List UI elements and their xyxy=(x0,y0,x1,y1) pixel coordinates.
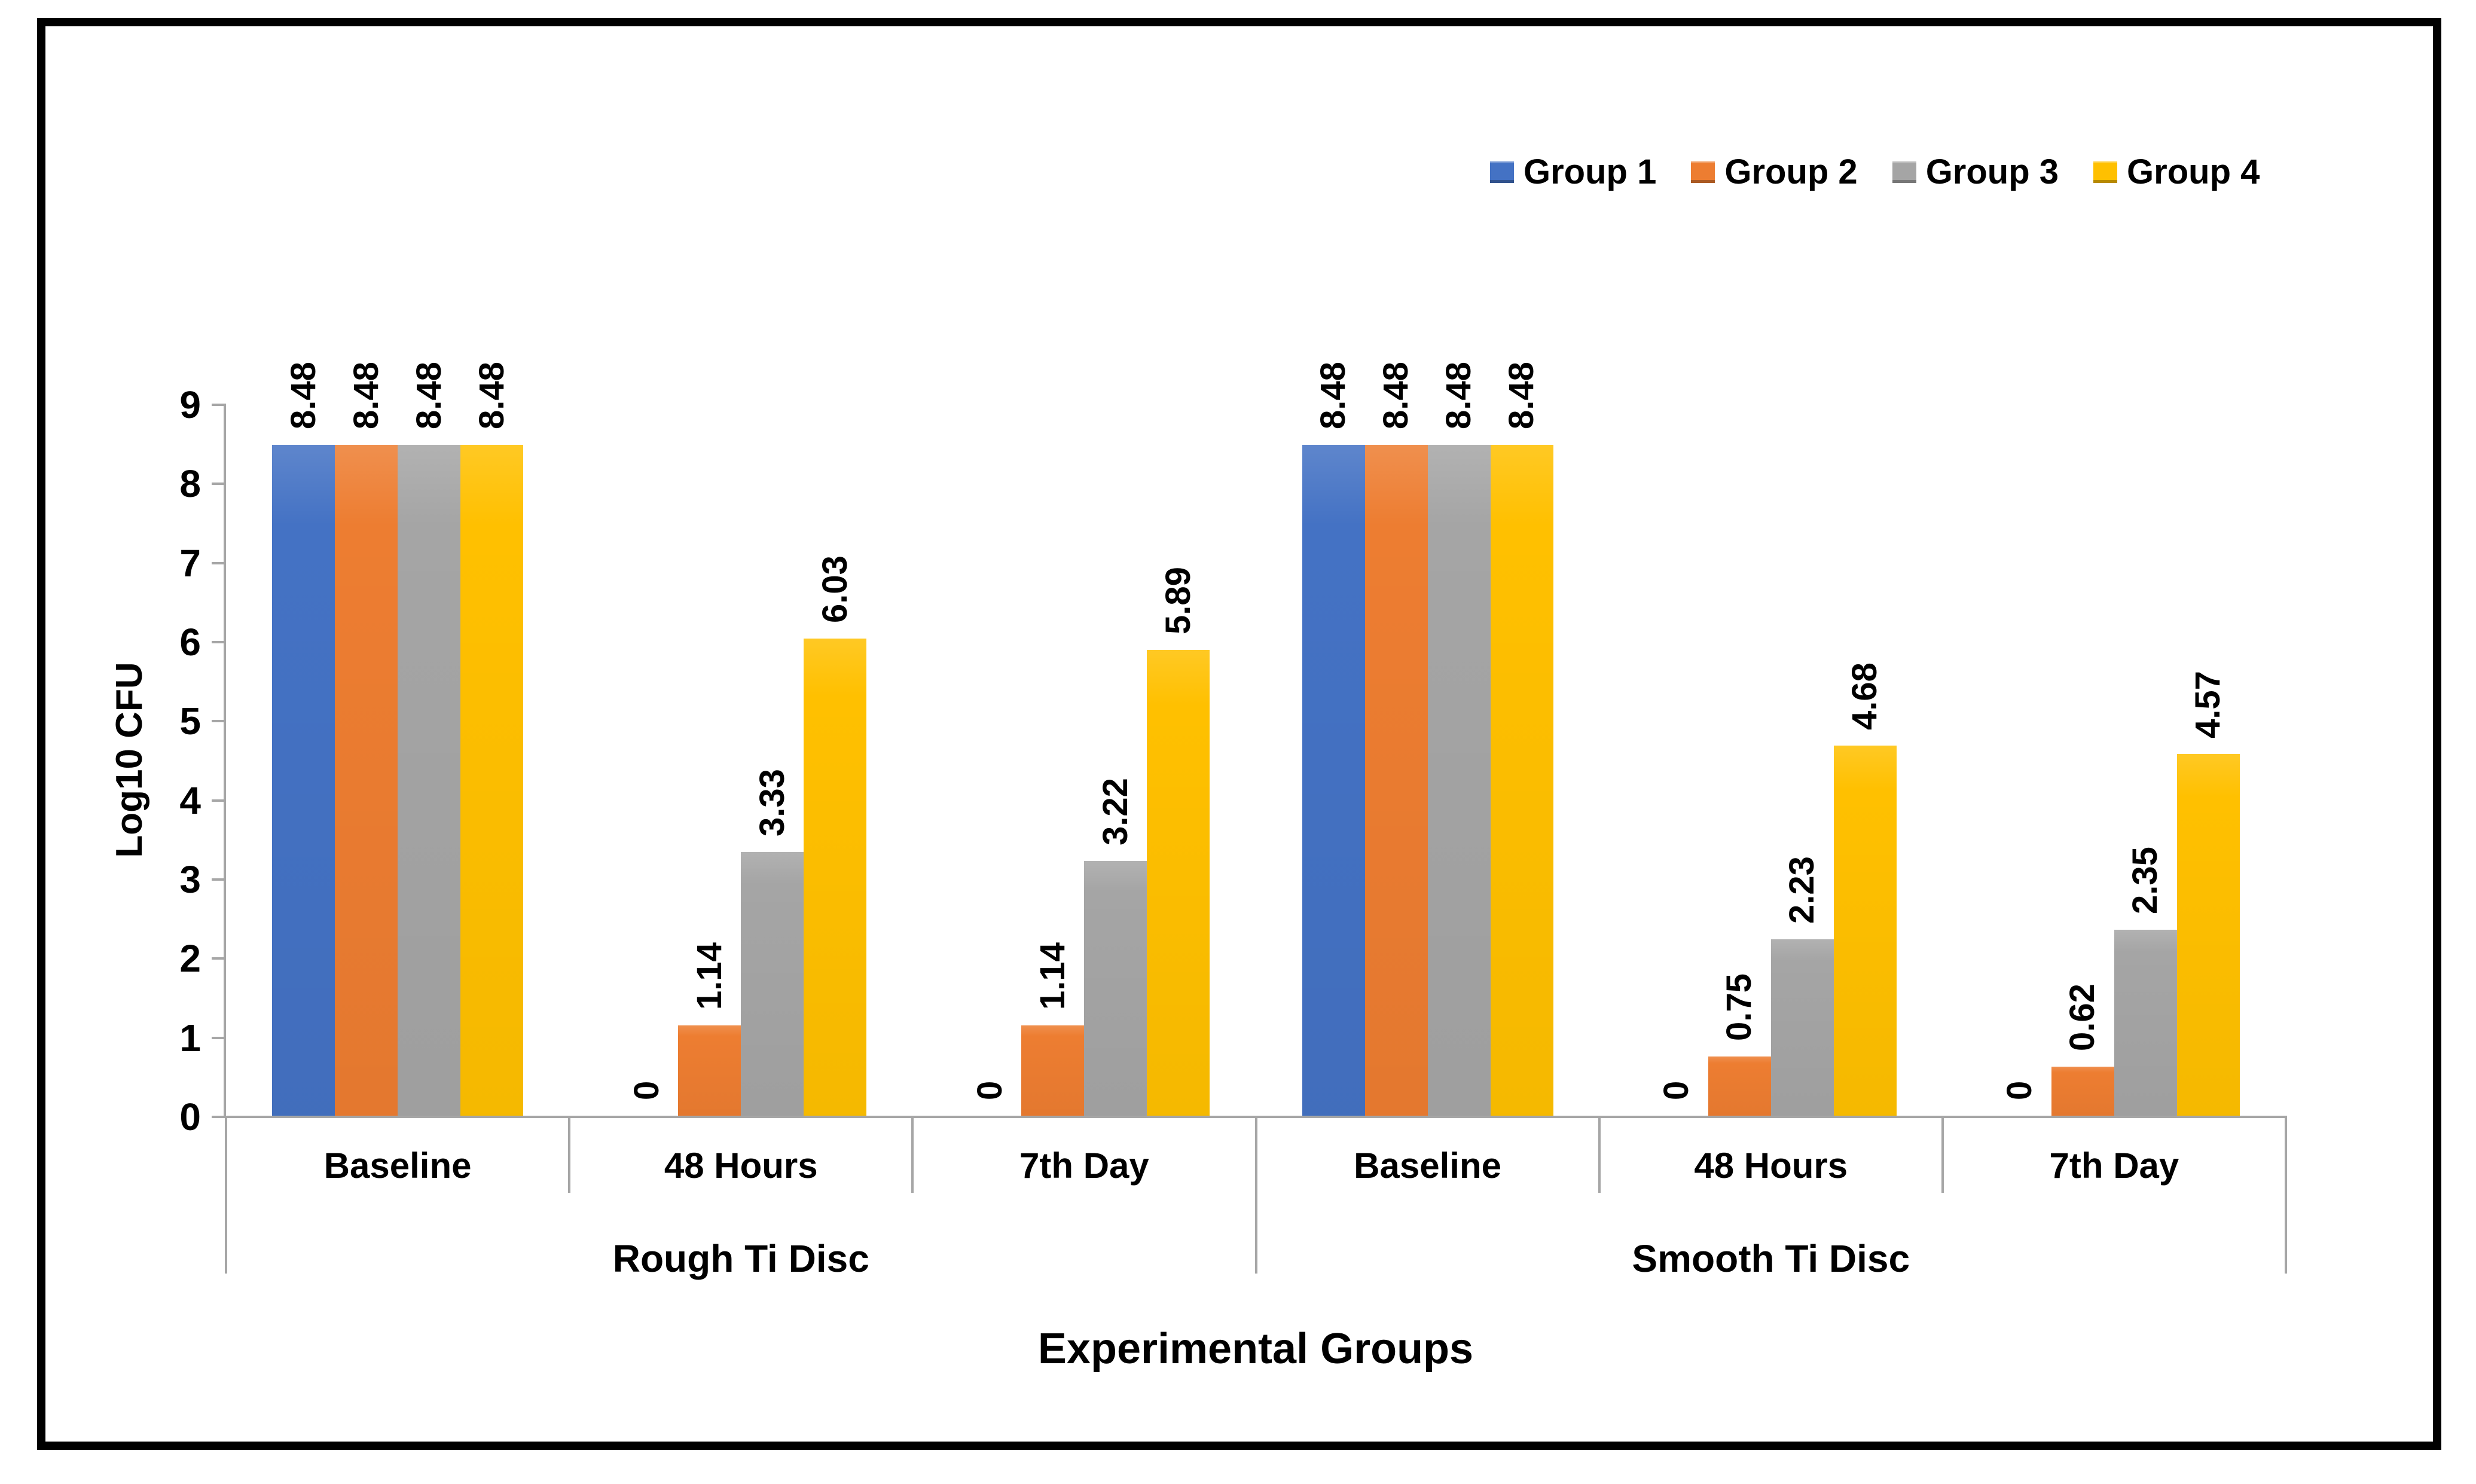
y-tick-label-2: 2 xyxy=(179,937,201,981)
legend-item-group-3: Group 3 xyxy=(1892,153,2059,191)
x-axis-title: Experimental Groups xyxy=(1037,1325,1474,1373)
data-label-group-4-rough-7th-day: 5.89 xyxy=(1158,566,1198,634)
y-tick-8 xyxy=(212,483,226,485)
y-tick-1 xyxy=(212,1036,226,1039)
x-category-label-rough-7th-day: 7th Day xyxy=(1019,1146,1149,1186)
bar-group-3-rough-baseline xyxy=(398,444,461,1116)
y-axis-line xyxy=(224,404,226,1118)
x-category-label-rough-baseline: Baseline xyxy=(323,1146,472,1186)
data-label-group-2-smooth-baseline: 8.48 xyxy=(1376,361,1416,429)
y-tick-2 xyxy=(212,957,226,960)
y-tick-6 xyxy=(212,641,226,643)
x-category-label-rough-48-hours: 48 Hours xyxy=(664,1146,818,1186)
data-label-group-3-smooth-7th-day: 2.35 xyxy=(2126,847,2165,915)
bar-group-3-smooth-7th-day xyxy=(2114,930,2177,1116)
legend-label: Group 4 xyxy=(2127,152,2260,191)
y-tick-label-9: 9 xyxy=(179,383,201,426)
data-label-group-2-rough-7th-day: 1.14 xyxy=(1033,942,1072,1010)
category-divider xyxy=(911,1116,914,1193)
data-label-group-4-smooth-7th-day: 4.57 xyxy=(2188,671,2228,739)
data-label-group-1-rough-7th-day: 0 xyxy=(970,1080,1009,1100)
data-label-group-3-smooth-48-hours: 2.23 xyxy=(1782,856,1822,924)
data-label-group-2-rough-baseline: 8.48 xyxy=(346,361,386,429)
legend-label: Group 1 xyxy=(1524,152,1657,191)
bar-group-2-rough-7th-day xyxy=(1021,1025,1085,1116)
data-label-group-4-smooth-baseline: 8.48 xyxy=(1502,361,1541,429)
data-label-group-4-rough-baseline: 8.48 xyxy=(472,361,511,429)
bar-group-2-smooth-48-hours xyxy=(1708,1056,1771,1116)
legend: Group 1 Group 2 Group 3 Group 4 xyxy=(1490,153,2260,191)
legend-item-group-4: Group 4 xyxy=(2093,153,2260,191)
data-label-group-2-rough-48-hours: 1.14 xyxy=(689,942,729,1010)
y-tick-5 xyxy=(212,720,226,723)
bar-group-3-rough-7th-day xyxy=(1084,860,1147,1116)
group-divider xyxy=(2285,1116,2287,1274)
data-label-group-3-smooth-baseline: 8.48 xyxy=(1439,361,1479,429)
legend-item-group-1: Group 1 xyxy=(1490,153,1656,191)
chart-outer-border xyxy=(37,18,2441,1450)
legend-swatch-icon xyxy=(1892,161,1916,183)
group-divider xyxy=(225,1116,227,1274)
data-label-group-4-rough-48-hours: 6.03 xyxy=(815,555,854,624)
y-tick-label-6: 6 xyxy=(179,621,201,664)
data-label-group-4-smooth-48-hours: 4.68 xyxy=(1845,662,1885,730)
data-label-group-3-rough-baseline: 8.48 xyxy=(409,361,448,429)
y-tick-3 xyxy=(212,878,226,881)
bar-group-2-smooth-7th-day xyxy=(2051,1066,2114,1116)
data-label-group-3-rough-48-hours: 3.33 xyxy=(752,769,792,837)
y-tick-label-5: 5 xyxy=(179,700,201,743)
legend-swatch-icon xyxy=(2093,161,2118,183)
category-divider xyxy=(1941,1116,1944,1193)
legend-swatch-icon xyxy=(1490,161,1514,183)
bar-group-4-smooth-7th-day xyxy=(2176,754,2240,1116)
bar-group-2-smooth-baseline xyxy=(1364,444,1428,1116)
y-tick-label-4: 4 xyxy=(179,778,201,822)
data-label-group-2-smooth-7th-day: 0.62 xyxy=(2063,984,2102,1051)
bar-group-4-rough-7th-day xyxy=(1147,649,1210,1116)
data-label-group-2-smooth-48-hours: 0.75 xyxy=(1720,973,1759,1041)
bar-group-1-smooth-baseline xyxy=(1302,444,1365,1116)
y-tick-4 xyxy=(212,799,226,802)
bar-group-3-smooth-48-hours xyxy=(1770,939,1834,1116)
category-divider xyxy=(1598,1116,1601,1193)
y-tick-label-1: 1 xyxy=(179,1016,201,1059)
group-divider xyxy=(1254,1116,1257,1274)
x-category-label-smooth-7th-day: 7th Day xyxy=(2049,1146,2179,1186)
y-tick-0 xyxy=(212,1116,226,1118)
data-label-group-1-smooth-48-hours: 0 xyxy=(1657,1080,1696,1100)
y-tick-label-0: 0 xyxy=(179,1095,201,1138)
bar-group-4-smooth-baseline xyxy=(1490,444,1553,1116)
bar-group-2-rough-baseline xyxy=(335,444,398,1116)
data-label-group-1-smooth-baseline: 8.48 xyxy=(1314,361,1353,429)
legend-label: Group 2 xyxy=(1724,152,1858,191)
legend-item-group-2: Group 2 xyxy=(1691,152,1858,191)
bar-group-2-rough-48-hours xyxy=(678,1025,741,1116)
bar-group-3-smooth-baseline xyxy=(1427,444,1491,1116)
bar-group-1-rough-baseline xyxy=(272,444,335,1116)
data-label-group-1-rough-baseline: 8.48 xyxy=(283,361,323,429)
bar-group-4-smooth-48-hours xyxy=(1833,745,1897,1116)
x-category-label-smooth-48-hours: 48 Hours xyxy=(1694,1146,1848,1186)
y-tick-9 xyxy=(212,404,226,406)
y-tick-label-8: 8 xyxy=(179,462,201,506)
category-divider xyxy=(568,1116,571,1193)
x-group-label-rough-ti-disc: Rough Ti Disc xyxy=(612,1237,869,1280)
y-tick-7 xyxy=(212,561,226,564)
bar-group-4-rough-48-hours xyxy=(804,639,867,1116)
y-tick-label-3: 3 xyxy=(179,858,201,901)
data-label-group-3-rough-7th-day: 3.22 xyxy=(1095,778,1135,845)
bar-group-4-rough-baseline xyxy=(460,444,524,1116)
data-label-group-1-smooth-7th-day: 0 xyxy=(2000,1080,2040,1100)
legend-label: Group 3 xyxy=(1925,152,2059,191)
x-category-label-smooth-baseline: Baseline xyxy=(1354,1146,1501,1186)
x-group-label-smooth-ti-disc: Smooth Ti Disc xyxy=(1632,1237,1910,1280)
legend-swatch-icon xyxy=(1691,161,1715,183)
y-tick-label-7: 7 xyxy=(179,541,201,585)
data-label-group-1-rough-48-hours: 0 xyxy=(627,1080,666,1100)
bar-group-3-rough-48-hours xyxy=(741,852,804,1116)
